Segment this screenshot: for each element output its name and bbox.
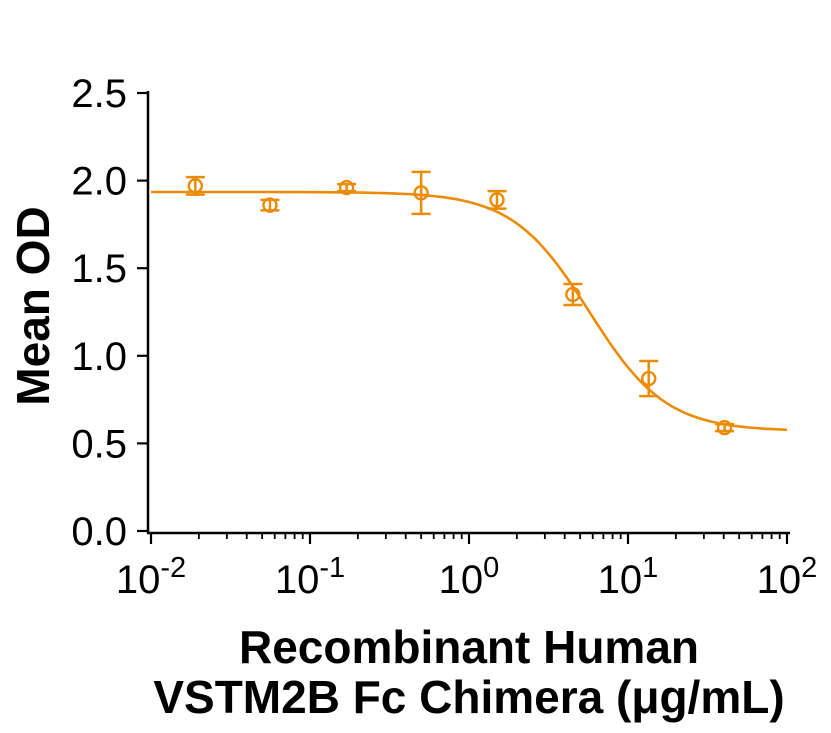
data-point bbox=[260, 197, 280, 213]
y-tick-label: 2.5 bbox=[71, 72, 127, 116]
data-point bbox=[411, 170, 431, 216]
y-tick-label: 0.5 bbox=[71, 422, 127, 466]
fit-curve bbox=[151, 190, 788, 432]
axes bbox=[137, 91, 790, 544]
data-point bbox=[639, 359, 659, 398]
data-point bbox=[487, 189, 507, 210]
x-tick-label: 10-2 bbox=[116, 552, 186, 602]
x-axis-title-line1: Recombinant Human bbox=[238, 621, 700, 673]
y-tick-label: 0.0 bbox=[71, 510, 127, 554]
x-tick-label: 100 bbox=[439, 552, 500, 602]
marker-open-circle bbox=[489, 192, 505, 208]
y-axis-title: Mean OD bbox=[7, 206, 59, 406]
tick-labels: 0.0 0.5 1.0 1.5 2.0 2.5 10-2 10-1 100 101 102 bbox=[71, 72, 817, 602]
fit-curve-path bbox=[151, 190, 788, 432]
marker-open-circle bbox=[413, 185, 429, 201]
marker-open-circle bbox=[565, 286, 581, 303]
marker-open-circle bbox=[338, 179, 355, 196]
marker-open-circle bbox=[716, 419, 733, 436]
data-point bbox=[337, 179, 357, 196]
marker-open-circle bbox=[262, 197, 278, 213]
marker-open-circle bbox=[641, 370, 657, 387]
y-tick-label: 2.0 bbox=[71, 160, 127, 204]
x-tick-label: 101 bbox=[598, 552, 659, 602]
x-axis-title-line2: VSTM2B Fc Chimera (μg/mL) bbox=[153, 671, 785, 723]
x-tick-label: 10-1 bbox=[275, 552, 345, 602]
y-tick-label: 1.0 bbox=[71, 335, 127, 379]
x-tick-label: 102 bbox=[757, 552, 818, 602]
marker-open-circle bbox=[187, 178, 204, 194]
data-point bbox=[563, 282, 583, 307]
data-point bbox=[715, 419, 735, 436]
data-points bbox=[185, 170, 735, 436]
y-tick-label: 1.5 bbox=[71, 247, 127, 291]
data-point bbox=[185, 175, 205, 196]
